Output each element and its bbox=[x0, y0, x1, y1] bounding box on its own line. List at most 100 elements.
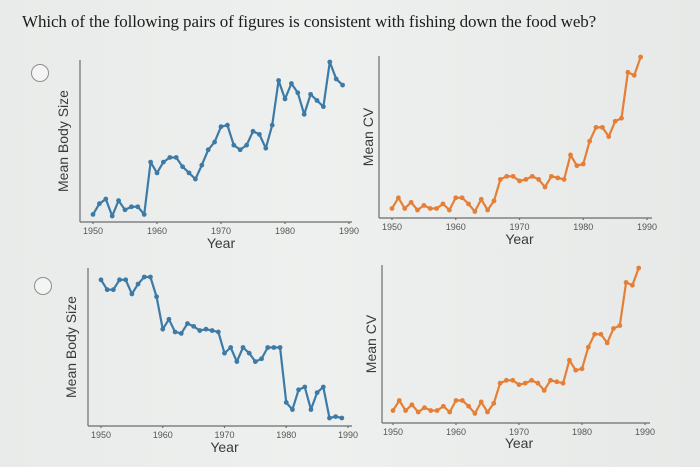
x-tick-label: 1950 bbox=[383, 427, 403, 437]
data-point bbox=[339, 415, 345, 421]
x-tick-label: 1950 bbox=[382, 222, 402, 232]
option-b-radio[interactable] bbox=[34, 277, 52, 295]
data-point bbox=[141, 274, 147, 280]
data-point bbox=[408, 199, 414, 205]
data-point bbox=[333, 76, 339, 82]
data-point bbox=[485, 207, 491, 213]
data-point bbox=[415, 207, 420, 213]
data-point bbox=[333, 414, 339, 419]
data-point bbox=[587, 138, 593, 144]
data-point bbox=[422, 405, 427, 411]
data-point bbox=[148, 274, 153, 280]
data-point bbox=[548, 173, 554, 179]
data-point bbox=[466, 201, 471, 207]
data-point bbox=[459, 398, 465, 403]
data-point bbox=[252, 359, 258, 364]
data-point bbox=[228, 345, 234, 350]
data-point bbox=[167, 155, 173, 160]
x-tick-label: 1990 bbox=[339, 226, 359, 236]
data-point bbox=[630, 282, 635, 288]
data-point bbox=[529, 173, 535, 179]
x-axis-title: Year bbox=[207, 235, 236, 251]
data-point bbox=[579, 366, 585, 372]
data-point bbox=[231, 142, 237, 148]
data-point bbox=[135, 204, 141, 210]
data-point bbox=[434, 408, 440, 413]
y-axis-title: Mean CV bbox=[363, 314, 379, 373]
x-tick-label: 1970 bbox=[211, 226, 231, 236]
data-point bbox=[327, 415, 332, 421]
data-point bbox=[523, 177, 529, 182]
data-point bbox=[178, 331, 184, 336]
data-point bbox=[561, 177, 567, 182]
x-axis-title: Year bbox=[505, 231, 534, 247]
data-point bbox=[466, 403, 471, 409]
data-point bbox=[246, 350, 252, 356]
data-point bbox=[215, 329, 221, 335]
data-point bbox=[573, 367, 579, 373]
data-point bbox=[295, 90, 301, 96]
data-point bbox=[434, 206, 440, 211]
data-point bbox=[485, 409, 490, 415]
data-point bbox=[535, 380, 541, 386]
data-point bbox=[116, 198, 121, 204]
data-point bbox=[402, 206, 408, 211]
data-point bbox=[271, 345, 277, 350]
x-tick-label: 1980 bbox=[572, 427, 592, 437]
option-a-radio[interactable] bbox=[31, 64, 49, 82]
data-point bbox=[510, 173, 516, 179]
data-point bbox=[478, 399, 484, 405]
data-point bbox=[421, 203, 427, 208]
data-point bbox=[510, 377, 516, 383]
data-point bbox=[244, 142, 250, 148]
data-point bbox=[612, 118, 618, 124]
data-point bbox=[197, 328, 203, 333]
data-point bbox=[529, 377, 534, 383]
data-point bbox=[265, 345, 271, 350]
data-point bbox=[554, 379, 560, 385]
y-axis-title: Mean CV bbox=[360, 107, 376, 166]
data-point bbox=[516, 382, 522, 388]
data-point bbox=[403, 408, 408, 413]
data-point bbox=[277, 345, 283, 350]
data-point bbox=[283, 400, 289, 405]
data-point bbox=[141, 212, 147, 217]
data-point bbox=[441, 403, 446, 409]
x-tick-label: 1960 bbox=[446, 427, 466, 437]
x-tick-label: 1950 bbox=[91, 430, 111, 440]
x-axis-title: Year bbox=[210, 439, 239, 455]
data-point bbox=[225, 122, 230, 128]
data-point bbox=[522, 380, 528, 386]
data-point bbox=[592, 331, 597, 337]
data-point bbox=[203, 326, 209, 332]
data-point bbox=[314, 390, 320, 396]
chart-a-body-size: 1950 1960 1970 1980 1990 Year Mean Body Size bbox=[55, 59, 359, 251]
data-point bbox=[395, 195, 401, 201]
data-point bbox=[282, 96, 288, 102]
data-point bbox=[199, 162, 205, 168]
data-point bbox=[548, 377, 553, 383]
x-tick-label: 1990 bbox=[637, 222, 657, 232]
data-point bbox=[296, 387, 301, 393]
data-point bbox=[611, 326, 616, 331]
x-tick-label: 1980 bbox=[573, 222, 593, 232]
data-point bbox=[459, 195, 465, 201]
data-point bbox=[263, 145, 269, 151]
data-point bbox=[301, 111, 307, 117]
data-point bbox=[390, 408, 396, 413]
data-point bbox=[580, 161, 586, 167]
data-point bbox=[619, 115, 624, 121]
data-point bbox=[574, 163, 580, 169]
data-point bbox=[623, 280, 629, 285]
data-point bbox=[320, 384, 326, 390]
data-point bbox=[269, 122, 275, 128]
data-point bbox=[240, 345, 246, 350]
data-point bbox=[409, 402, 415, 408]
data-point bbox=[497, 380, 503, 386]
data-point bbox=[606, 134, 612, 139]
data-point bbox=[148, 159, 154, 165]
data-point bbox=[504, 173, 510, 179]
x-tick-label: 1970 bbox=[509, 222, 529, 232]
data-point bbox=[110, 287, 116, 293]
data-point bbox=[250, 128, 256, 134]
